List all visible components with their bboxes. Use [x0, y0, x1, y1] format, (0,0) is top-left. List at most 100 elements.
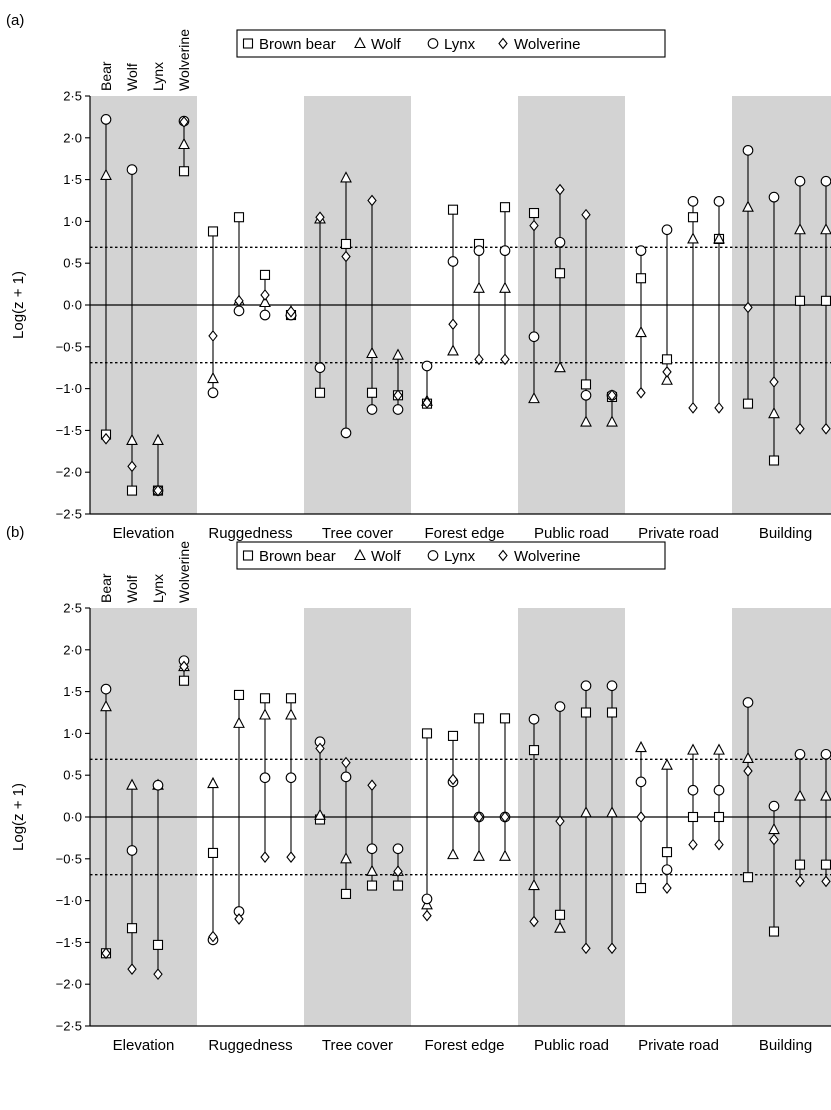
square-point — [421, 728, 433, 739]
triangle-point — [473, 849, 485, 861]
x-category-label: Building — [759, 525, 812, 542]
diamond-point — [101, 432, 111, 445]
diamond-point — [636, 811, 646, 823]
diamond-point — [286, 851, 296, 864]
square-point — [742, 872, 754, 883]
x-category-label: Forest edge — [424, 1037, 504, 1054]
triangle-point — [340, 852, 352, 864]
column-label: Wolf — [124, 63, 140, 91]
legend-box — [236, 541, 666, 570]
diamond-point — [688, 838, 698, 851]
square-point — [340, 888, 352, 899]
square-point — [528, 207, 540, 219]
panel-label: (a) — [6, 12, 24, 29]
legend-label: Brown bear — [259, 36, 336, 53]
chart-panel-a: 2·5 2·0 1·5 1·0 0·5 0·0 −0·5 −1·0 −1·5 −2·0 −2·5 Lo… — [6, 12, 831, 542]
circle-point — [100, 114, 112, 125]
square-point — [314, 387, 326, 398]
square-point — [794, 295, 806, 306]
diamond-point — [315, 742, 325, 755]
square-point — [392, 880, 404, 891]
circle-point — [554, 701, 566, 712]
diamond-point — [529, 915, 539, 928]
circle-point — [742, 697, 754, 708]
circle-point — [794, 748, 806, 760]
diamond-point — [234, 913, 244, 925]
triangle-point — [768, 406, 780, 419]
triangle-point — [554, 921, 566, 933]
square-point — [499, 713, 511, 724]
circle-point — [366, 404, 378, 415]
triangle-point — [661, 373, 673, 385]
circle-point — [768, 191, 780, 203]
diamond-point — [821, 875, 831, 888]
square-point — [366, 387, 378, 398]
y-tick-label: −1·0 — [56, 893, 82, 908]
legend-circle-marker — [427, 38, 439, 49]
diamond-point — [422, 909, 432, 922]
circle-point — [421, 360, 433, 372]
square-point — [447, 730, 459, 741]
triangle-point — [554, 361, 566, 373]
column-label: Lynx — [150, 62, 166, 91]
circle-point — [528, 331, 540, 343]
circle-point — [259, 309, 271, 321]
legend-label: Wolf — [371, 548, 402, 565]
circle-point — [820, 175, 831, 187]
diamond-point — [260, 851, 270, 864]
y-tick-label: −2·0 — [56, 977, 82, 992]
triangle-point — [126, 433, 138, 445]
y-tick-label: 2·5 — [63, 601, 82, 616]
diamond-point — [795, 875, 805, 888]
triangle-point — [340, 171, 352, 183]
triangle-point — [742, 751, 754, 764]
circle-point — [233, 305, 245, 317]
square-point — [233, 212, 245, 223]
y-tick-label: 2·0 — [63, 130, 82, 145]
diamond-point — [743, 765, 753, 777]
legend-square-marker — [242, 550, 254, 561]
triangle-point — [820, 223, 831, 235]
square-point — [606, 707, 618, 718]
triangle-point — [100, 699, 112, 712]
square-point — [713, 811, 725, 823]
circle-point — [580, 389, 592, 401]
square-point — [152, 939, 164, 950]
square-point — [580, 379, 592, 390]
diamond-point — [636, 386, 646, 399]
diamond-point — [743, 301, 753, 314]
legend-triangle-marker — [354, 36, 366, 49]
circle-point — [314, 362, 326, 374]
circle-point — [126, 845, 138, 856]
y-tick-label: −2·5 — [56, 507, 82, 522]
x-category-label: Public road — [534, 525, 609, 542]
triangle-point — [178, 137, 190, 150]
diamond-point — [529, 219, 539, 232]
diamond-point — [153, 484, 163, 497]
circle-point — [580, 680, 592, 692]
triangle-point — [606, 806, 618, 818]
diamond-point — [341, 756, 351, 769]
diamond-point — [367, 194, 377, 207]
square-point — [366, 880, 378, 891]
triangle-point — [473, 281, 485, 293]
square-point — [340, 238, 352, 250]
legend-box — [236, 29, 666, 58]
x-category-label: Public road — [534, 1037, 609, 1054]
square-point — [768, 926, 780, 937]
circle-point — [528, 713, 540, 725]
y-tick-label: −1·5 — [56, 935, 82, 950]
square-point — [661, 847, 673, 858]
triangle-point — [447, 344, 459, 356]
square-point — [178, 675, 190, 686]
square-point — [820, 295, 831, 306]
circle-point — [447, 256, 459, 267]
diamond-point — [607, 389, 617, 402]
triangle-point — [499, 849, 511, 861]
circle-point — [687, 784, 699, 796]
x-category-label: Building — [759, 1037, 812, 1054]
circle-point — [768, 800, 780, 812]
legend-diamond-marker — [498, 37, 508, 50]
triangle-point — [366, 864, 378, 876]
triangle-point — [768, 822, 780, 835]
